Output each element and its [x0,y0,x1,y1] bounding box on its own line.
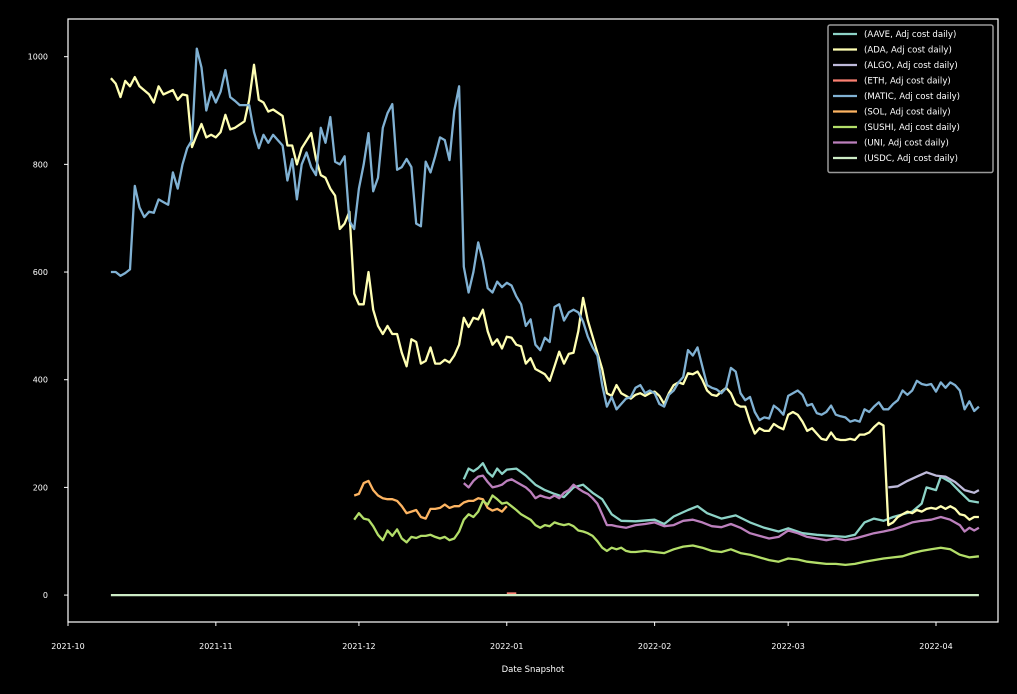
legend-label-6: (SUSHI, Adj cost daily) [864,123,960,133]
series-line-5 [353,479,508,520]
legend-label-4: (MATIC, Adj cost daily) [864,92,960,102]
x-tick-label-2: 2021-12 [342,642,375,651]
legend-label-7: (UNI, Adj cost daily) [864,139,949,149]
x-tick-label-6: 2022-04 [919,642,952,651]
y-tick-label-5: 1000 [28,53,48,62]
legend-label-0: (AAVE, Adj cost daily) [864,30,956,40]
y-tick-label-3: 600 [33,268,48,277]
legend-label-5: (SOL, Adj cost daily) [864,108,951,118]
x-axis: 2021-10 2021-11 2021-12 2022-01 2022-02 2022-… [51,622,953,651]
x-tick-label-4: 2022-02 [638,642,671,651]
series-line-4 [110,47,980,423]
x-axis-label: Date Snapshot [502,665,565,675]
y-tick-label-0: 0 [43,591,48,600]
series-line-2 [888,471,980,494]
x-tick-label-1: 2021-11 [199,642,232,651]
series-line-1 [110,63,979,527]
y-tick-label-1: 200 [33,483,48,492]
x-tick-label-3: 2022-01 [490,642,523,651]
y-axis: 0 200 400 600 800 1000 [28,53,68,600]
plot-frame [67,18,999,623]
x-tick-label-0: 2021-10 [51,642,84,651]
series-layer [110,47,980,597]
x-tick-label-5: 2022-03 [771,642,804,651]
legend-box [827,24,994,174]
legend: (AAVE, Adj cost daily) (ADA, Adj cost dai… [827,24,994,174]
legend-label-1: (ADA, Adj cost daily) [864,46,952,56]
y-tick-label-2: 400 [33,376,48,385]
series-line-6 [353,494,980,567]
series-line-7 [463,474,980,542]
legend-label-3: (ETH, Adj cost daily) [864,77,951,87]
legend-label-8: (USDC, Adj cost daily) [864,154,958,164]
legend-label-2: (ALGO, Adj cost daily) [864,61,958,71]
y-tick-label-4: 800 [33,160,48,169]
